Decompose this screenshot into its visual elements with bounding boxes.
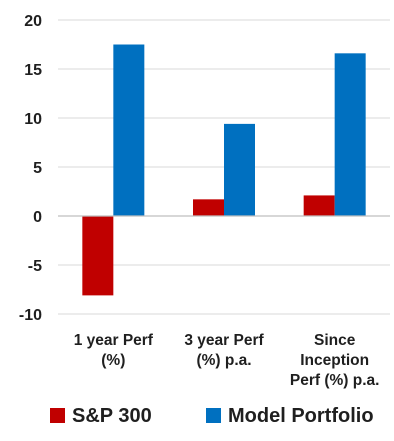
x-category-label-line: 3 year Perf: [184, 332, 264, 349]
legend-swatch: [50, 408, 65, 423]
x-category-label-line: Perf (%) p.a.: [290, 372, 380, 389]
bar-sp300: [82, 216, 114, 296]
legend: S&P 300 Model Portfolio: [50, 405, 374, 427]
x-category-label-line: Since: [314, 332, 356, 349]
bar-model-portfolio: [224, 123, 255, 216]
y-tick-label: 0: [33, 209, 42, 226]
y-tick-label: -5: [28, 258, 42, 275]
legend-swatch: [206, 408, 221, 423]
y-tick-label: 5: [33, 160, 42, 177]
legend-label: Model Portfolio: [228, 405, 374, 427]
bar-sp300: [303, 195, 335, 216]
x-axis-category-labels: 1 year Perf (%) 3 year Perf (%) p.a. Since In…: [74, 332, 380, 389]
legend-label: S&P 300: [72, 405, 152, 427]
bar-model-portfolio: [334, 53, 366, 216]
x-category-label-line: Inception: [300, 352, 369, 369]
y-axis-tick-labels: -10 -5 0 5 10 15 20: [19, 13, 42, 324]
bar-model-portfolio: [113, 44, 145, 216]
x-category-label: 1 year Perf (%): [74, 332, 154, 369]
bars: [82, 44, 366, 296]
y-tick-label: 20: [24, 13, 42, 30]
x-category-label-line: (%) p.a.: [196, 352, 251, 369]
y-tick-label: 15: [24, 62, 42, 79]
y-tick-label: 10: [24, 111, 42, 128]
bar-sp300: [193, 199, 224, 216]
x-category-label: Since Inception Perf (%) p.a.: [290, 332, 380, 389]
x-category-label-line: (%): [101, 352, 125, 369]
x-category-label: 3 year Perf (%) p.a.: [184, 332, 264, 369]
x-category-label-line: 1 year Perf: [74, 332, 154, 349]
y-tick-label: -10: [19, 307, 42, 324]
